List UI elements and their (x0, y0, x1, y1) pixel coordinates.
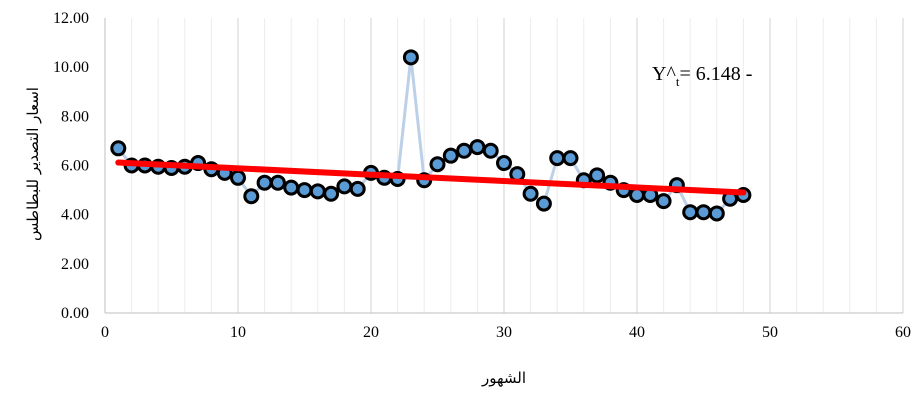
trend-equation-prefix: Y^ (652, 63, 676, 85)
y-tick-label: 2.00 (61, 256, 89, 273)
data-point (323, 185, 340, 202)
data-point (283, 179, 300, 196)
trend-equation: Y^t= 6.148 - (652, 63, 752, 89)
trend-layer (115, 159, 747, 196)
trend-line (115, 159, 747, 196)
data-point (682, 204, 699, 221)
label-layer: Y^t= 6.148 - الشهور اسعار التصدير للبطاط… (24, 63, 752, 387)
y-tick-label: 10.00 (53, 59, 89, 76)
x-tick-label: 60 (895, 324, 911, 341)
trend-equation-subscript: t (676, 74, 680, 89)
x-tick-label: 40 (629, 324, 645, 341)
data-point (496, 155, 512, 172)
x-tick-label: 50 (762, 324, 778, 341)
data-point (110, 140, 127, 157)
data-point (535, 195, 552, 212)
axis-layer: 0.00 2.00 4.00 6.00 8.00 10.00 12.00 0 10 20 30 40 5… (53, 10, 911, 341)
data-point (309, 183, 326, 200)
data-point (230, 169, 246, 186)
data-point (482, 142, 499, 159)
data-point (469, 139, 486, 156)
x-tick-label: 20 (363, 324, 379, 341)
y-tick-label: 0.00 (61, 305, 89, 322)
data-point (269, 174, 286, 191)
data-point (522, 185, 539, 202)
x-tick-label: 10 (230, 324, 246, 341)
y-axis-title: اسعار التصدير للبطاطس (24, 87, 42, 241)
y-tick-label: 6.00 (61, 158, 89, 175)
grid-layer (131, 18, 904, 313)
data-point (349, 180, 366, 197)
y-tick-label: 12.00 (53, 10, 89, 27)
data-point (336, 178, 353, 195)
data-point (549, 150, 566, 167)
trend-equation-rest: = 6.148 - (679, 63, 752, 85)
x-axis-title: الشهور (481, 369, 526, 387)
data-point (589, 167, 606, 184)
x-tick-label: 30 (496, 324, 512, 341)
data-point (695, 204, 712, 221)
data-point (456, 142, 473, 159)
data-point (442, 147, 459, 164)
data-point (296, 182, 313, 199)
data-point (562, 150, 579, 167)
x-tick-label: 0 (101, 324, 109, 341)
data-point (256, 174, 273, 191)
y-tick-label: 4.00 (61, 207, 89, 224)
data-point (655, 193, 672, 210)
y-tick-label: 8.00 (61, 108, 89, 125)
data-point (708, 205, 725, 222)
data-point (402, 49, 419, 66)
data-point (243, 188, 260, 205)
data-point (429, 156, 446, 173)
